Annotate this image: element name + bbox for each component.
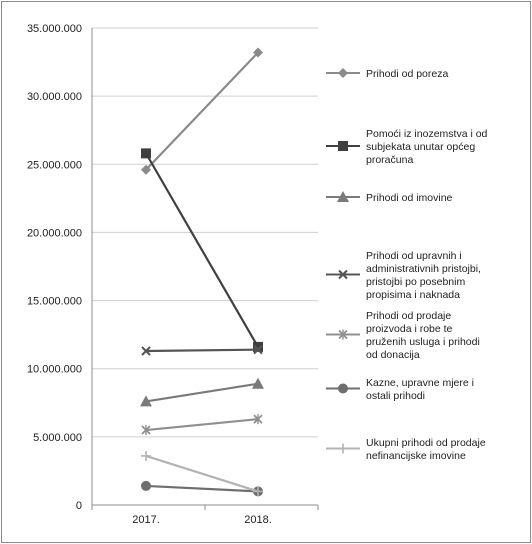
legend-label: Pomoći iz inozemstva i od [366,128,488,140]
marker-shape [252,377,264,389]
data-point [141,164,151,175]
marker-shape [141,480,151,491]
legend-label: od donacija [366,349,420,361]
data-point [141,450,151,461]
legend-label: subjekata unutar općeg [366,141,475,153]
legend-marker [338,383,348,394]
y-tick-label: 0 [76,500,82,512]
legend-marker [338,269,348,280]
legend-label: Kazne, upravne mjere i [366,377,474,389]
marker-shape [338,269,348,280]
data-point [140,395,152,407]
y-tick-label: 10.000.000 [27,364,82,376]
data-point [141,346,151,356]
legend-marker [338,68,348,78]
legend-label: Prihodi od imovine [366,192,453,204]
series-line [145,348,259,353]
legend-marker [338,329,348,340]
legend-label: administrativnih pristojbi, [366,263,481,275]
legend-item: Prihodi od poreza [326,68,448,80]
legend-label: pristojbi po posebnim [366,276,465,288]
data-point [253,47,263,58]
legend-label: Ukupni prihodi od prodaje [366,437,486,449]
data-point [141,480,151,491]
legend-label: propisima i naknada [366,289,460,301]
y-tick-label: 35.000.000 [27,23,82,35]
marker-shape [337,191,349,202]
legend-label: ostali prihodi [366,390,425,402]
series-line [145,382,259,403]
legend: Prihodi od poreza Pomoći iz inozemstva i … [326,68,488,462]
marker-shape [253,47,263,58]
y-tick-label: 15.000.000 [27,296,82,308]
series-line [145,152,259,348]
marker-shape [141,164,151,175]
legend-label: Prihodi od poreza [366,68,448,80]
marker-shape [141,346,151,356]
legend-label: nefinancijske imovine [366,450,466,462]
legend-marker [338,141,348,151]
legend-label: pruženih usluga i prihodi [366,336,480,348]
legend-label: Prihodi od upravnih i [366,250,462,262]
data-point [141,425,151,436]
marker-shape [140,395,152,407]
data-point [252,377,264,389]
data-point [253,344,263,355]
y-tick-label: 5.000.000 [33,432,82,444]
gridlines [92,27,318,438]
marker-shape [338,141,348,151]
series-line [145,418,259,432]
data-point [253,486,263,497]
marker-shape [338,68,348,78]
marker-shape [141,148,151,159]
legend-label: proizvoda i robe te [366,323,453,335]
series-line [145,51,259,171]
series-layer [140,47,264,497]
x-tick-label: 2018. [244,514,272,526]
y-tick-label: 20.000.000 [27,227,82,239]
y-tick-label: 30.000.000 [27,91,82,103]
legend-item: Prihodi od imovine [326,191,453,204]
series-line [145,484,259,493]
y-axis: 0 5.000.000 10.000.000 15.000.000 20.000.000… [27,23,93,512]
x-tick-label: 2017. [132,514,160,526]
legend-label: Prihodi od prodaje [366,310,451,322]
data-point [253,341,263,352]
marker-shape [338,383,348,394]
legend-marker [337,191,349,202]
series-line [145,454,259,493]
marker-shape [253,344,263,355]
x-axis: 2017. 2018. [91,504,319,526]
marker-shape [253,341,263,352]
legend-marker [338,443,348,454]
data-point [141,148,151,159]
legend-label: proračuna [366,154,413,166]
data-point [253,414,263,425]
y-tick-label: 25.000.000 [27,159,82,171]
